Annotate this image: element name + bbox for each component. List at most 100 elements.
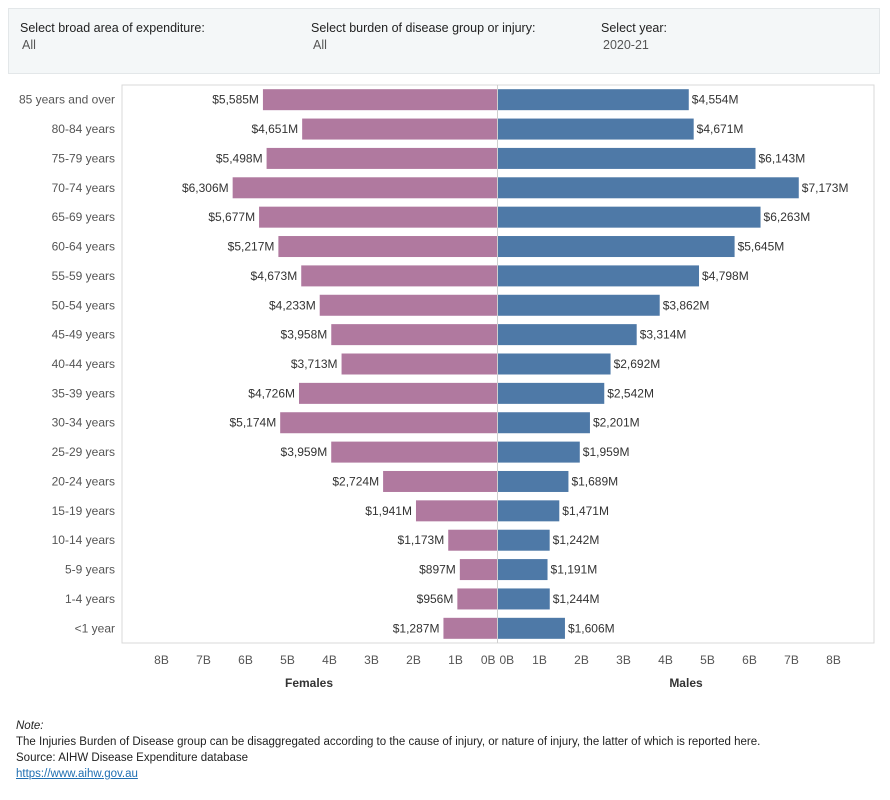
butterfly-chart: 85 years and over $5,585M $4,554M 80-84 yea… (19, 84, 875, 690)
female-bar (302, 118, 498, 140)
note-title: Note: (16, 720, 44, 732)
female-axis-tick-label: 3B (364, 653, 379, 667)
male-value-label: $1,191M (551, 563, 598, 577)
filter-year-value[interactable]: 2020-21 (603, 38, 649, 52)
female-bar (232, 177, 498, 199)
male-bar (497, 529, 550, 551)
female-bar (415, 500, 498, 522)
male-bar (497, 118, 694, 140)
filter-disease-group-value[interactable]: All (313, 38, 327, 52)
age-group-label: 45-49 years (52, 328, 115, 342)
male-bar (497, 147, 756, 169)
male-bar (497, 206, 761, 228)
female-axis-tick-label: 2B (406, 653, 421, 667)
female-axis-tick-label: 6B (238, 653, 253, 667)
male-value-label: $3,862M (663, 298, 710, 312)
female-bar (280, 412, 498, 434)
male-bar (497, 500, 560, 522)
female-value-label: $1,173M (398, 533, 445, 547)
male-value-label: $2,692M (614, 357, 661, 371)
female-bar (301, 265, 498, 287)
male-axis-tick-label: 3B (616, 653, 631, 667)
filter-expenditure-area-label: Select broad area of expenditure: (20, 21, 205, 35)
female-bar (457, 588, 498, 610)
female-bar (443, 617, 498, 639)
filter-year[interactable]: Select year: 2020-21 (601, 21, 667, 52)
female-bar (448, 529, 498, 551)
filter-disease-group[interactable]: Select burden of disease group or injury… (311, 21, 535, 52)
notes: Note: The Injuries Burden of Disease gro… (16, 718, 760, 782)
male-value-label: $6,143M (759, 151, 806, 165)
age-group-label: 40-44 years (52, 357, 115, 371)
female-value-label: $5,585M (212, 93, 259, 107)
male-bar (497, 412, 590, 434)
male-bar (497, 353, 611, 375)
male-bar (497, 470, 569, 492)
age-group-label: 5-9 years (65, 563, 115, 577)
female-value-label: $4,233M (269, 298, 316, 312)
male-axis-tick-label: 2B (574, 653, 589, 667)
male-axis-tick-label: 1B (532, 653, 547, 667)
age-group-label: 75-79 years (52, 151, 115, 165)
female-value-label: $3,958M (281, 328, 328, 342)
female-value-label: $5,174M (229, 416, 276, 430)
male-value-label: $6,263M (764, 210, 811, 224)
age-group-label: 70-74 years (52, 181, 115, 195)
male-value-label: $1,959M (583, 445, 630, 459)
source-text: Source: AIHW Disease Expenditure databas… (16, 752, 249, 764)
female-axis-title: Females (285, 676, 333, 690)
female-bar (383, 470, 498, 492)
male-value-label: $1,606M (568, 621, 615, 635)
age-group-label: 1-4 years (65, 592, 115, 606)
filter-panel: Select broad area of expenditure: All Se… (8, 8, 880, 74)
male-bar (497, 441, 580, 463)
male-axis-tick-label: 0B (500, 653, 515, 667)
male-bar (497, 294, 660, 316)
male-axis-tick-label: 5B (700, 653, 715, 667)
male-bar (497, 617, 565, 639)
male-bar (497, 324, 637, 346)
female-value-label: $4,651M (251, 122, 298, 136)
male-bar (497, 265, 700, 287)
age-group-label: 30-34 years (52, 416, 115, 430)
age-group-label: 35-39 years (52, 386, 115, 400)
female-value-label: $6,306M (182, 181, 229, 195)
note-text: The Injuries Burden of Disease group can… (16, 736, 761, 748)
male-value-label: $5,645M (738, 240, 785, 254)
female-bar (331, 441, 498, 463)
age-group-label: 50-54 years (52, 298, 115, 312)
source-link[interactable]: https://www.aihw.gov.au (16, 768, 138, 780)
male-value-label: $4,554M (692, 93, 739, 107)
female-value-label: $4,673M (251, 269, 298, 283)
male-bar (497, 89, 689, 111)
male-bar (497, 177, 799, 199)
filter-expenditure-area-value[interactable]: All (22, 38, 36, 52)
female-bar (299, 382, 498, 404)
filter-year-label: Select year: (601, 21, 668, 35)
female-bar (319, 294, 498, 316)
female-axis-tick-label: 0B (481, 653, 496, 667)
female-bar (266, 147, 498, 169)
female-value-label: $1,287M (393, 621, 440, 635)
female-value-label: $5,217M (228, 240, 275, 254)
female-axis-tick-label: 7B (196, 653, 211, 667)
age-group-label: <1 year (75, 621, 115, 635)
male-bar (497, 559, 548, 581)
female-value-label: $897M (419, 563, 456, 577)
male-bar (497, 382, 605, 404)
male-value-label: $1,244M (553, 592, 600, 606)
age-group-label: 85 years and over (19, 93, 115, 107)
female-bar (341, 353, 498, 375)
age-group-label: 15-19 years (52, 504, 115, 518)
female-bar (259, 206, 498, 228)
female-value-label: $1,941M (365, 504, 412, 518)
male-bar (497, 236, 735, 258)
male-value-label: $2,542M (607, 386, 654, 400)
male-value-label: $3,314M (640, 328, 687, 342)
male-value-label: $1,242M (553, 533, 600, 547)
male-value-label: $7,173M (802, 181, 849, 195)
filter-expenditure-area[interactable]: Select broad area of expenditure: All (20, 21, 205, 52)
age-group-label: 80-84 years (52, 122, 115, 136)
female-value-label: $5,498M (216, 151, 263, 165)
female-bar (262, 89, 498, 111)
